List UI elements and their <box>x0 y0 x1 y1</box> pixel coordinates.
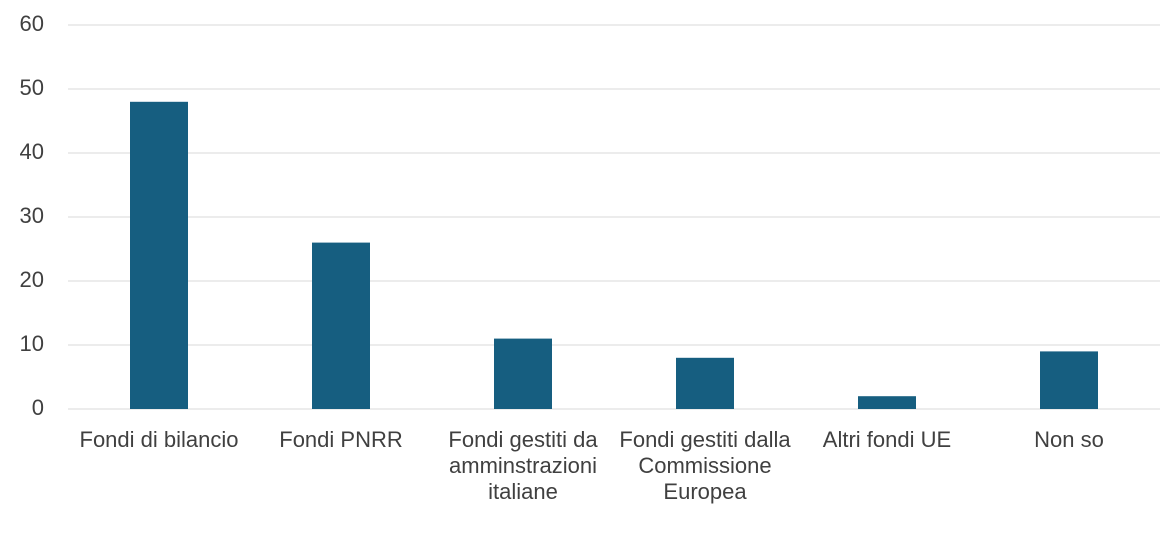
bar <box>130 101 188 410</box>
y-tick-label: 20 <box>20 267 44 292</box>
y-tick-label: 40 <box>20 139 44 164</box>
bar <box>312 242 370 409</box>
bar <box>676 357 734 409</box>
y-tick-label: 0 <box>32 395 44 420</box>
y-tick-label: 30 <box>20 203 44 228</box>
x-tick-label: Fondi PNRR <box>279 427 403 452</box>
x-tick-label: Fondi gestiti da amminstrazioni italiane <box>448 427 598 504</box>
x-tick-label: Fondi di bilancio <box>79 427 239 452</box>
x-tick-label: Altri fondi UE <box>822 427 952 452</box>
bar <box>858 396 916 409</box>
y-tick-label: 50 <box>20 75 44 100</box>
x-tick-label: Fondi gestiti dalla Commissione Europea <box>619 427 791 504</box>
y-tick-label: 10 <box>20 331 44 356</box>
y-tick-label: 60 <box>20 11 44 36</box>
bar <box>494 338 552 409</box>
bar <box>1040 351 1098 409</box>
x-tick-label: Non so <box>1034 427 1104 452</box>
